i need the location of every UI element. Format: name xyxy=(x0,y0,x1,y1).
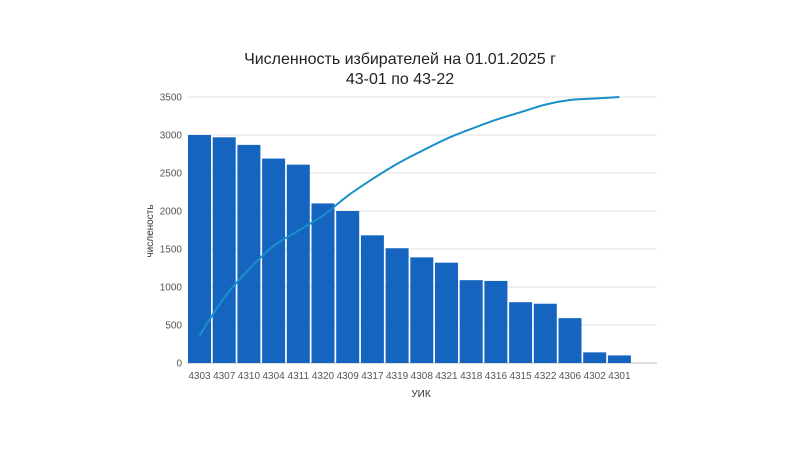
cumulative-line-series xyxy=(198,96,620,337)
axis-ticks: 0 500 1000 1500 2000 2500 3000 3500 4303 4307 4310… xyxy=(160,93,631,383)
bar xyxy=(459,280,483,363)
y-tick-label: 2500 xyxy=(160,169,183,180)
bar xyxy=(533,303,557,363)
y-axis-label: численость xyxy=(145,204,156,257)
bar xyxy=(212,137,236,363)
bar xyxy=(410,257,434,363)
cumulative-line xyxy=(198,96,620,337)
bar xyxy=(607,355,631,363)
x-tick-label: 4309 xyxy=(337,371,360,382)
x-tick-label: 4317 xyxy=(361,371,384,382)
bar xyxy=(509,302,533,363)
x-tick-label: 4318 xyxy=(460,371,483,382)
y-tick-label: 3000 xyxy=(160,131,183,142)
chart-title-block: Численность избирателей на 01.01.2025 г … xyxy=(0,50,800,90)
y-tick-label: 3500 xyxy=(160,93,183,104)
chart-title: Численность избирателей на 01.01.2025 г xyxy=(244,51,556,68)
x-tick-label: 4307 xyxy=(213,371,236,382)
y-tick-label: 500 xyxy=(165,321,182,332)
x-tick-label: 4320 xyxy=(312,371,335,382)
x-tick-label: 4310 xyxy=(238,371,261,382)
bar xyxy=(484,280,508,363)
y-tick-label: 1500 xyxy=(160,245,183,256)
x-tick-label: 4319 xyxy=(386,371,409,382)
bar xyxy=(360,235,384,363)
chart-subtitle: 43-01 по 43-22 xyxy=(345,71,455,88)
x-tick-label: 4304 xyxy=(262,371,285,382)
bar xyxy=(188,135,211,363)
bar xyxy=(262,158,286,363)
bar xyxy=(385,248,409,363)
x-tick-label: 4311 xyxy=(288,371,310,382)
bar xyxy=(583,352,607,363)
bar xyxy=(311,203,335,363)
x-tick-label: 4322 xyxy=(534,371,557,382)
x-tick-label: 4301 xyxy=(608,371,631,382)
y-tick-label: 0 xyxy=(176,359,182,370)
x-tick-label: 4316 xyxy=(485,371,508,382)
x-axis-label: УИК xyxy=(411,389,431,400)
x-tick-label: 4302 xyxy=(584,371,607,382)
x-tick-label: 4315 xyxy=(509,371,532,382)
bar-series xyxy=(188,135,631,363)
bar xyxy=(237,144,261,363)
x-tick-label: 4306 xyxy=(559,371,582,382)
x-tick-label: 4321 xyxy=(435,371,458,382)
x-tick-label: 4308 xyxy=(411,371,434,382)
bar xyxy=(435,262,458,363)
y-tick-label: 2000 xyxy=(160,207,183,218)
bar xyxy=(558,318,582,363)
bar xyxy=(286,164,310,363)
x-tick-label: 4303 xyxy=(188,371,211,382)
y-tick-label: 1000 xyxy=(160,283,183,294)
bar xyxy=(336,211,360,363)
